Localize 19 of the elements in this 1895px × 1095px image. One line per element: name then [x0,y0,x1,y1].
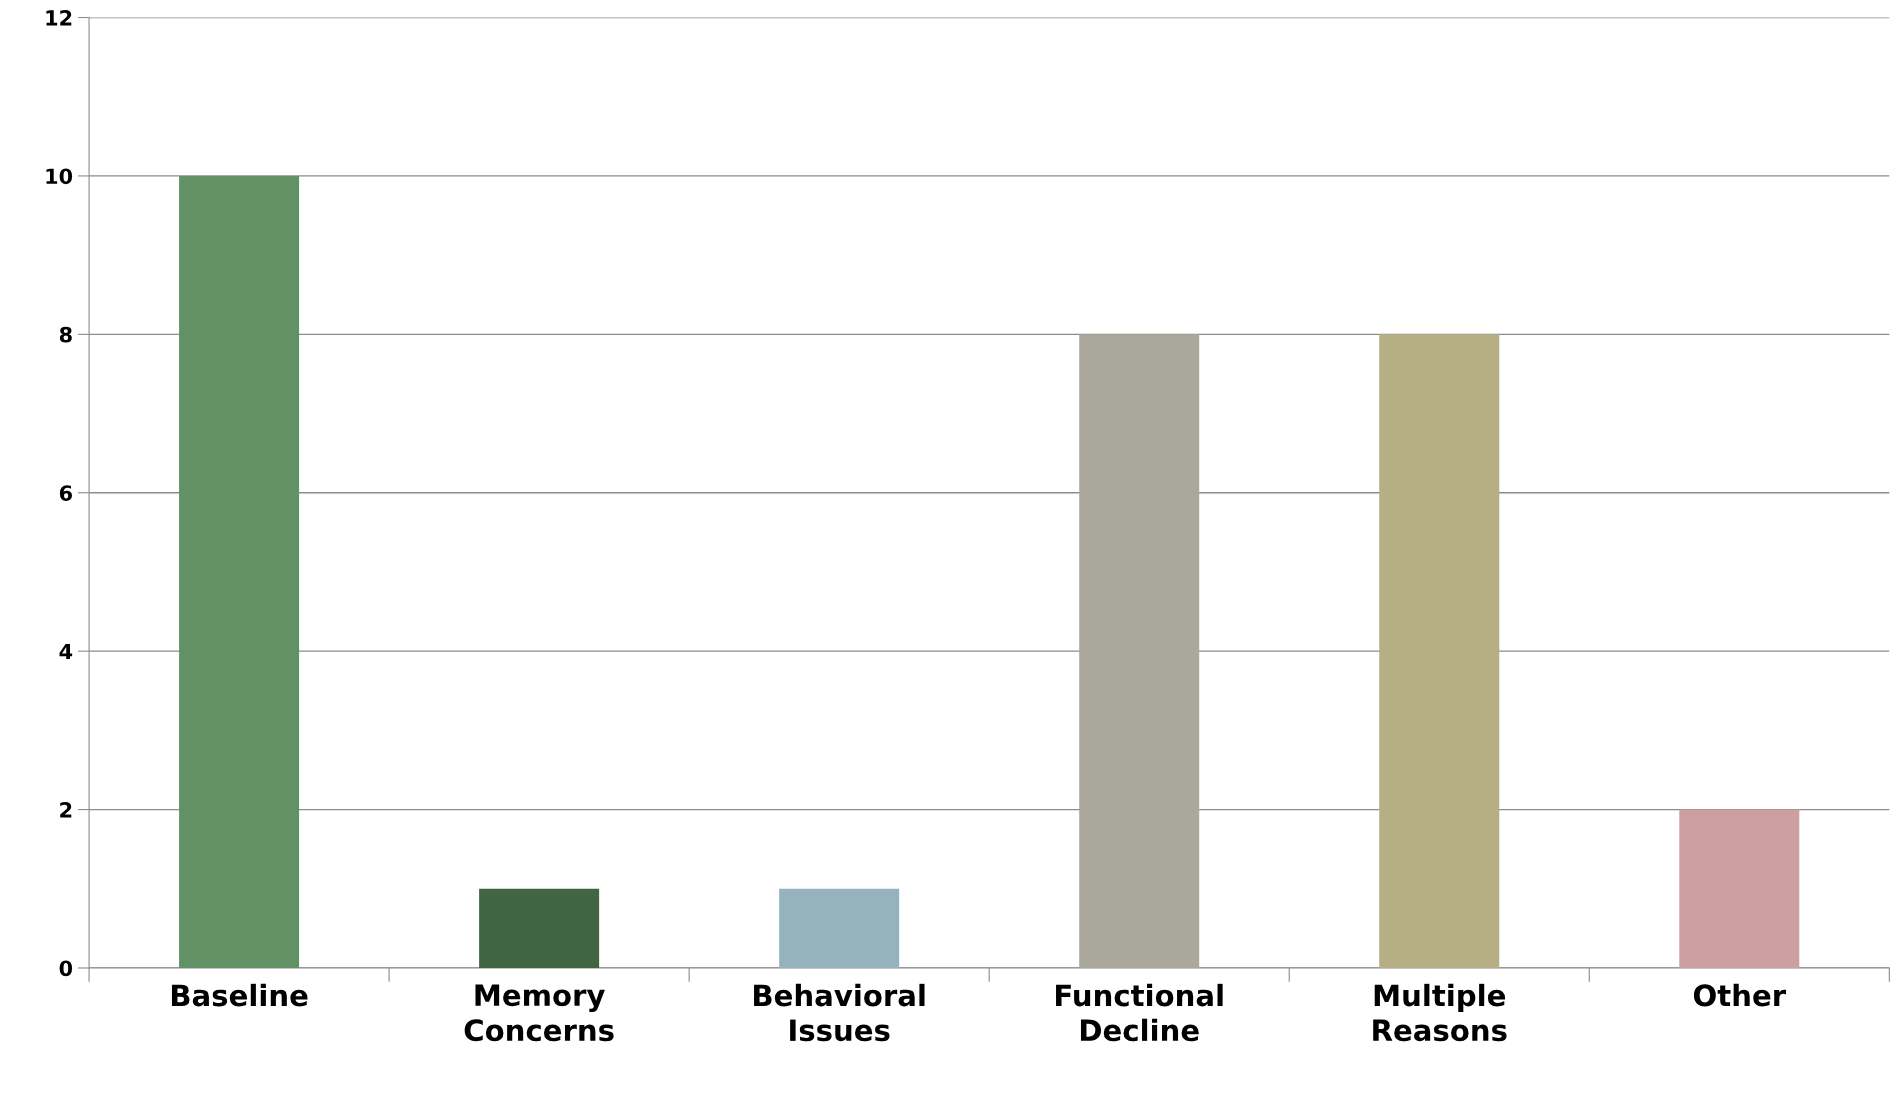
bar [1379,334,1500,968]
y-tick-label: 6 [59,485,72,501]
x-tick-label: Behavioral Issues [754,983,925,1042]
bar [179,175,300,968]
y-tick-label: 10 [46,168,73,185]
y-tick-label: 8 [59,326,72,343]
bar [1079,334,1200,968]
x-tick-label: Functional Decline [1056,983,1223,1042]
x-tick-label: Memory Concerns [464,984,614,1042]
y-tick-label: 4 [59,643,73,660]
y-tick-label: 0 [59,960,73,977]
bar [479,888,600,968]
x-tick-label: Other [1693,983,1787,1007]
bar [1679,809,1800,968]
x-tick-label: Multiple Reasons [1373,983,1507,1042]
bar [779,888,900,968]
y-tick-label: 2 [60,802,72,818]
y-tick-label: 12 [46,9,72,26]
x-tick-label: Baseline [171,983,308,1007]
